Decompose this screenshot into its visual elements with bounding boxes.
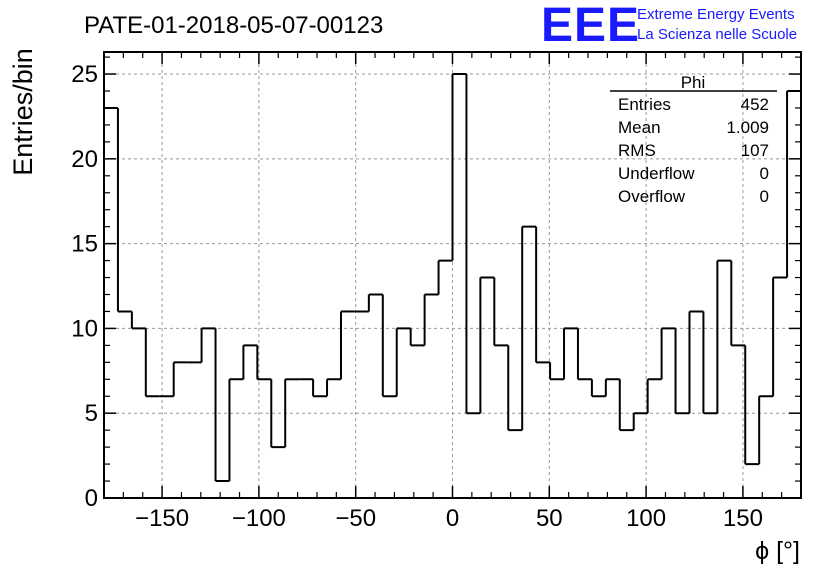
stats-label-entries: Entries (618, 95, 671, 114)
stats-label-underflow: Underflow (618, 164, 695, 183)
histogram-bin (131, 327, 147, 397)
histogram-bin (410, 294, 426, 347)
y-tick-label: 10 (71, 315, 98, 342)
x-tick-label: 0 (446, 505, 459, 532)
y-tick-label: 20 (71, 146, 98, 173)
histogram-bin (564, 327, 579, 380)
histogram-bin (480, 276, 496, 346)
stats-value-mean: 1.009 (726, 118, 769, 137)
histogram-bin (271, 379, 287, 449)
histogram-bin (313, 379, 329, 398)
histogram-bin (647, 328, 663, 381)
histogram-bin (438, 74, 454, 262)
histogram-bin (731, 344, 747, 465)
histogram-bin (452, 73, 468, 414)
histogram-bin (703, 260, 719, 415)
histogram-bin (382, 328, 398, 398)
x-tick-label: −50 (335, 505, 376, 532)
y-tick-label: 15 (71, 231, 98, 258)
axis-tick-labels: −150 −100 −50 0 50 100 150 0 5 10 15 20 25 (71, 61, 763, 532)
x-tick-label: 50 (536, 505, 563, 532)
histogram-bin (745, 396, 761, 466)
y-axis-label: Entries/bin (8, 48, 38, 176)
stats-value-overflow: 0 (760, 187, 769, 206)
y-tick-label: 0 (85, 485, 98, 512)
histogram-bin (619, 413, 635, 432)
histogram-bin (299, 378, 315, 397)
logo-line-1: Extreme Energy Events (637, 6, 795, 23)
histogram-bin (229, 345, 245, 381)
histogram-bin (354, 294, 370, 313)
stats-label-rms: RMS (618, 141, 656, 160)
histogram-bin (536, 361, 552, 380)
histogram-bin (187, 328, 203, 364)
stats-box-title: Phi (681, 73, 706, 92)
stats-label-overflow: Overflow (618, 187, 686, 206)
histogram-bin (661, 327, 677, 414)
stats-box: Phi Entries 452 Mean 1.009 RMS 107 Under… (610, 73, 777, 206)
histogram-bin (522, 225, 538, 363)
chart-title: PATE-01-2018-05-07-00123 (84, 12, 383, 39)
histogram-bin (689, 310, 705, 414)
x-tick-label: −100 (232, 505, 286, 532)
histogram-bin (494, 344, 510, 431)
logo-line-2: La Scienza nelle Scuole (637, 26, 797, 43)
histogram-bin (605, 378, 621, 431)
histogram-bin (508, 226, 524, 432)
x-tick-label: −150 (135, 505, 189, 532)
histogram-bin (773, 91, 789, 279)
eee-logo: EEE Extreme Energy Events La Scienza nel… (541, 0, 797, 52)
histogram-bin (717, 259, 733, 346)
histogram-bin (327, 311, 342, 381)
histogram-bin (368, 293, 384, 397)
stats-value-rms: 107 (741, 141, 769, 160)
histogram-bin (550, 328, 566, 381)
histogram-bin (424, 260, 440, 296)
histogram-bin (633, 379, 649, 415)
x-tick-label: 150 (723, 505, 763, 532)
histogram-bin (675, 311, 691, 415)
histogram-bin (117, 310, 133, 329)
histogram-bin (577, 378, 593, 397)
x-axis-label: ϕ [°] (755, 537, 800, 565)
histogram-bin (201, 327, 217, 482)
histogram-bin (215, 379, 231, 483)
y-tick-label: 5 (85, 400, 98, 427)
histogram-bin (466, 277, 482, 415)
histogram-bin (159, 362, 175, 398)
axis-ticks (104, 52, 801, 499)
histogram-bin (396, 327, 412, 346)
histogram-bin (257, 378, 273, 448)
stats-value-entries: 452 (741, 95, 769, 114)
histogram-bin (591, 379, 607, 398)
eee-logo-mark: EEE (541, 0, 640, 52)
y-tick-label: 25 (71, 61, 98, 88)
x-tick-label: 100 (626, 505, 666, 532)
stats-label-mean: Mean (618, 118, 661, 137)
stats-value-underflow: 0 (760, 164, 769, 183)
histogram-bin (759, 277, 775, 398)
histogram-bin (243, 344, 259, 380)
